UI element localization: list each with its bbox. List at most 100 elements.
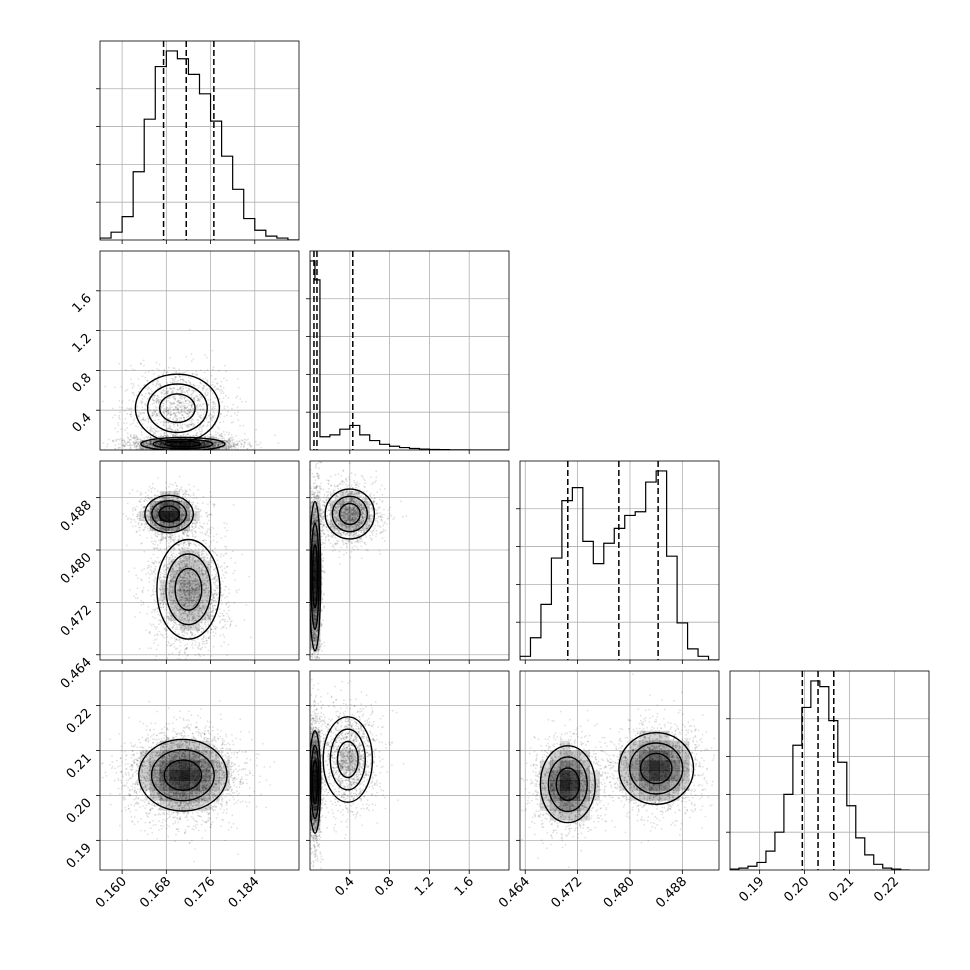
- sample-point: [178, 402, 181, 404]
- sample-point: [181, 389, 184, 392]
- sample-point: [185, 402, 187, 405]
- sample-point: [228, 441, 231, 444]
- sample-point: [149, 441, 151, 443]
- sample-point: [154, 432, 157, 434]
- sample-point: [226, 445, 228, 447]
- sample-point: [192, 455, 194, 457]
- sample-point: [199, 531, 202, 534]
- sample-point: [211, 436, 213, 438]
- sample-point: [236, 395, 239, 398]
- sample-point: [176, 419, 179, 421]
- sample-point: [130, 364, 132, 367]
- sample-point: [125, 369, 127, 371]
- sample-point: [179, 386, 182, 389]
- sample-point: [187, 410, 189, 412]
- sample-point: [203, 442, 206, 445]
- sample-point: [190, 406, 193, 409]
- sample-point: [200, 382, 203, 385]
- sample-point: [202, 408, 204, 411]
- sample-point: [216, 382, 219, 385]
- sample-point: [166, 392, 169, 395]
- sample-point: [217, 566, 220, 569]
- sample-point: [189, 411, 191, 413]
- sample-point: [214, 440, 217, 443]
- sample-point: [162, 435, 165, 438]
- sample-point: [223, 451, 225, 453]
- sample-point: [149, 442, 152, 444]
- sample-point: [171, 413, 174, 416]
- sample-point: [141, 439, 144, 442]
- sample-point: [132, 392, 135, 394]
- sample-point: [149, 569, 152, 572]
- sample-point: [161, 450, 163, 452]
- sample-point: [168, 408, 170, 410]
- sample-point: [208, 417, 211, 420]
- sample-point: [148, 393, 150, 396]
- sample-point: [200, 395, 203, 398]
- sample-point: [147, 421, 150, 424]
- sample-point: [229, 436, 232, 439]
- sample-point: [153, 642, 155, 644]
- sample-point: [140, 419, 142, 422]
- sample-point: [141, 482, 143, 484]
- sample-point: [206, 443, 209, 446]
- sample-point: [141, 418, 144, 421]
- sample-point: [239, 451, 241, 453]
- sample-point: [142, 442, 144, 445]
- sample-point: [149, 437, 152, 440]
- sample-point: [213, 407, 216, 410]
- sample-point: [176, 428, 179, 430]
- sample-point: [133, 437, 136, 440]
- sample-point: [84, 434, 86, 436]
- sample-point: [209, 501, 212, 503]
- sample-point: [198, 521, 201, 524]
- sample-point: [149, 430, 152, 432]
- sample-point: [211, 445, 214, 448]
- sample-point: [157, 556, 159, 559]
- sample-point: [222, 430, 225, 433]
- sample-point: [136, 587, 139, 590]
- sample-point: [212, 368, 215, 371]
- sample-point: [139, 438, 142, 441]
- sample-point: [180, 417, 183, 420]
- sample-point: [209, 413, 212, 416]
- sample-point: [207, 415, 210, 417]
- sample-point: [151, 482, 154, 485]
- sample-point: [218, 434, 221, 436]
- sample-point: [227, 445, 230, 447]
- sample-point: [241, 443, 243, 445]
- sample-point: [156, 490, 159, 492]
- sample-point: [225, 440, 228, 443]
- histogram-bins: [730, 680, 910, 870]
- sample-point: [243, 445, 245, 448]
- sample-point: [128, 438, 131, 441]
- sample-point: [147, 489, 150, 492]
- sample-point: [157, 442, 160, 445]
- sample-point: [135, 434, 138, 437]
- sample-point: [130, 408, 133, 410]
- sample-point: [197, 413, 199, 416]
- sample-point: [157, 436, 160, 438]
- sample-point: [229, 439, 232, 442]
- sample-point: [231, 438, 234, 441]
- sample-point: [179, 405, 182, 408]
- sample-point: [179, 435, 182, 437]
- sample-point: [134, 442, 137, 445]
- sample-point: [175, 391, 178, 394]
- sample-point: [172, 435, 174, 438]
- sample-point: [177, 408, 179, 410]
- sample-point: [135, 446, 138, 449]
- sample-point: [124, 445, 127, 448]
- sample-point: [155, 361, 158, 364]
- sample-point: [177, 408, 180, 411]
- sample-point: [176, 429, 179, 431]
- sample-point: [129, 433, 132, 436]
- sample-point: [126, 427, 128, 429]
- sample-point: [220, 432, 223, 435]
- sample-point: [186, 433, 189, 436]
- sample-point: [183, 396, 186, 399]
- sample-point: [227, 433, 230, 436]
- sample-point: [174, 452, 176, 454]
- sample-point: [215, 433, 217, 436]
- sample-point: [238, 440, 241, 443]
